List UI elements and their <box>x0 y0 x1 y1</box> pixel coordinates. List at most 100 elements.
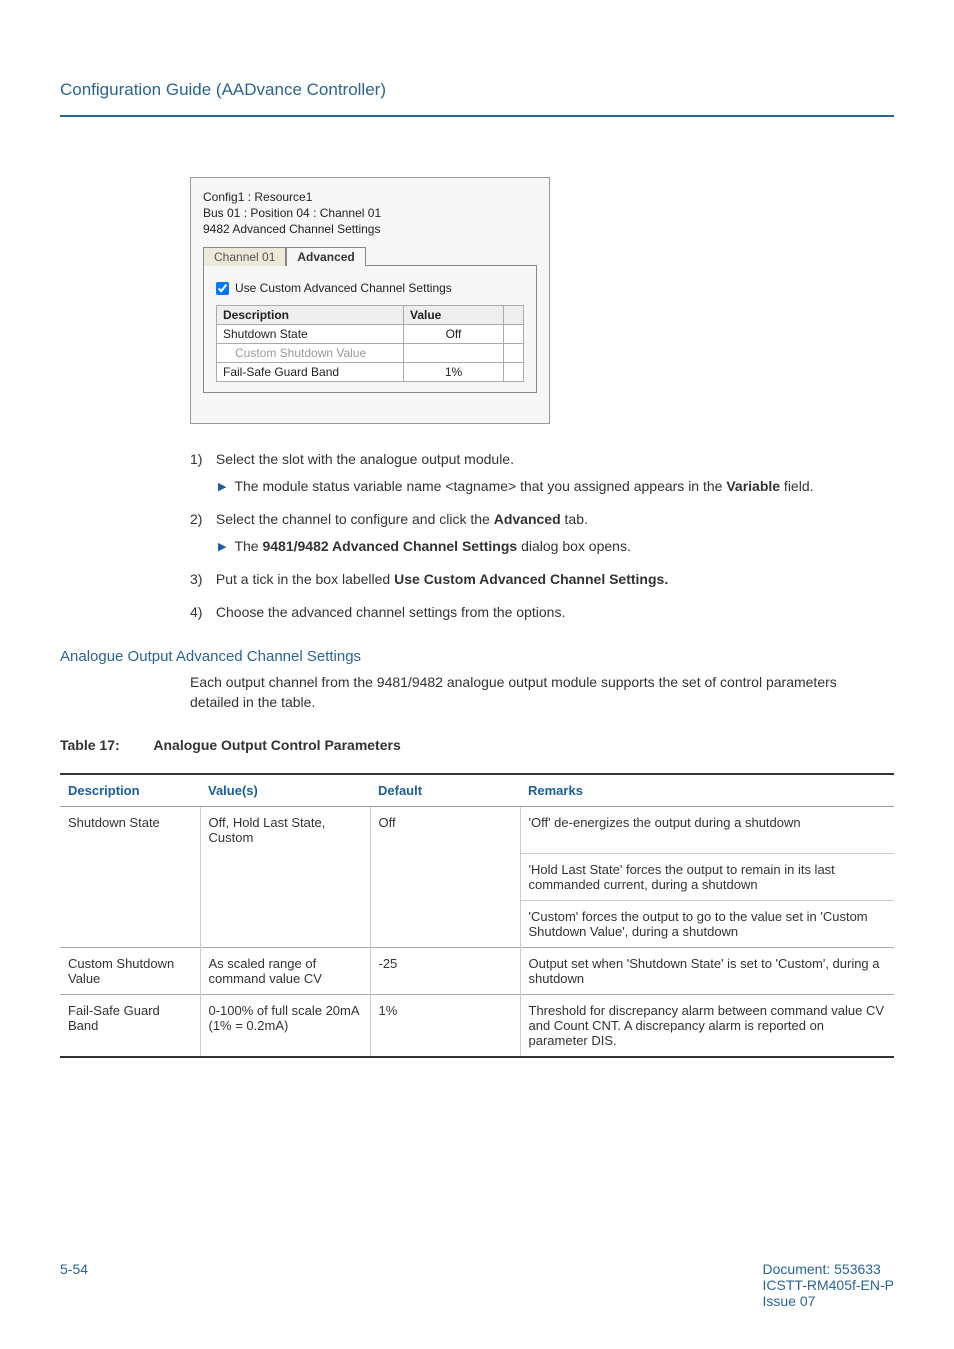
cell-empty <box>370 853 520 900</box>
bullet-arrow-icon: ▶ <box>218 539 226 556</box>
tab-advanced[interactable]: Advanced <box>286 247 365 266</box>
table-row: Fail-Safe Guard Band 0-100% of full scal… <box>60 994 894 1057</box>
cell-empty <box>370 900 520 947</box>
control-parameters-table: Description Value(s) Default Remarks Shu… <box>60 773 894 1058</box>
footer-issue: Issue 07 <box>763 1293 894 1309</box>
dialog-cell-spacer <box>504 363 524 382</box>
cell-default: 1% <box>370 994 520 1057</box>
step-2-text: Select the channel to configure and clic… <box>216 511 588 527</box>
table-caption: Table 17: Analogue Output Control Parame… <box>60 737 894 753</box>
dialog-tabstrip: Channel 01 Advanced <box>203 246 537 266</box>
dialog-cell-val <box>404 344 504 363</box>
cell-default: -25 <box>370 947 520 994</box>
cell-remarks: 'Hold Last State' forces the output to r… <box>520 853 894 900</box>
table-row: Shutdown State Off <box>217 325 524 344</box>
tab-channel-01[interactable]: Channel 01 <box>203 247 286 266</box>
step-4-text: Choose the advanced channel settings fro… <box>216 604 565 620</box>
cell-description: Custom Shutdown Value <box>60 947 200 994</box>
footer-doc-number: Document: 553633 <box>763 1261 894 1277</box>
col-default: Default <box>370 774 520 807</box>
section-heading: Analogue Output Advanced Channel Setting… <box>60 648 894 665</box>
table-row: 'Custom' forces the output to go to the … <box>60 900 894 947</box>
text-fragment: dialog box opens. <box>517 538 631 554</box>
dialog-cell-desc: Fail-Safe Guard Band <box>217 363 404 382</box>
dialog-col-description: Description <box>217 306 404 325</box>
advanced-channel-settings-dialog: Config1 : Resource1 Bus 01 : Position 04… <box>190 177 550 424</box>
dialog-cell-spacer <box>504 344 524 363</box>
text-bold: 9481/9482 Advanced Channel Settings <box>262 538 517 554</box>
table-caption-title: Analogue Output Control Parameters <box>153 737 400 753</box>
cell-empty <box>200 900 370 947</box>
cell-description: Fail-Safe Guard Band <box>60 994 200 1057</box>
dialog-cell-val: 1% <box>404 363 504 382</box>
col-remarks: Remarks <box>520 774 894 807</box>
cell-empty <box>60 853 200 900</box>
use-custom-settings-checkbox[interactable] <box>216 282 229 295</box>
step-number: 2) <box>190 509 212 530</box>
step-3-text: Put a tick in the box labelled Use Custo… <box>216 571 668 587</box>
table-row: 'Hold Last State' forces the output to r… <box>60 853 894 900</box>
col-values: Value(s) <box>200 774 370 807</box>
cell-values: 0-100% of full scale 20mA (1% = 0.2mA) <box>200 994 370 1057</box>
page-header-title: Configuration Guide (AADvance Controller… <box>60 80 894 100</box>
use-custom-settings-label: Use Custom Advanced Channel Settings <box>235 281 452 295</box>
table-row: Fail-Safe Guard Band 1% <box>217 363 524 382</box>
text-fragment: tab. <box>561 511 588 527</box>
table-row: Shutdown State Off, Hold Last State, Cus… <box>60 807 894 854</box>
dialog-breadcrumb-3: 9482 Advanced Channel Settings <box>203 222 537 236</box>
section-body: Each output channel from the 9481/9482 a… <box>190 673 864 712</box>
cell-remarks: 'Off' de-energizes the output during a s… <box>520 807 894 854</box>
cell-default: Off <box>370 807 520 854</box>
step-4: 4) Choose the advanced channel settings … <box>190 602 864 623</box>
page-footer: 5-54 Document: 553633 ICSTT-RM405f-EN-P … <box>60 1261 894 1309</box>
step-2-sub-text: The 9481/9482 Advanced Channel Settings … <box>234 536 630 557</box>
step-2-sub: ▶ The 9481/9482 Advanced Channel Setting… <box>218 536 864 557</box>
step-number: 3) <box>190 569 212 590</box>
footer-document-info: Document: 553633 ICSTT-RM405f-EN-P Issue… <box>763 1261 894 1309</box>
instruction-steps: 1) Select the slot with the analogue out… <box>190 449 864 623</box>
dialog-cell-desc: Custom Shutdown Value <box>217 344 404 363</box>
cell-empty <box>60 900 200 947</box>
text-fragment: Put a tick in the box labelled <box>216 571 394 587</box>
text-bold: Variable <box>726 478 780 494</box>
use-custom-settings-row: Use Custom Advanced Channel Settings <box>216 281 524 295</box>
dialog-col-value: Value <box>404 306 504 325</box>
step-number: 4) <box>190 602 212 623</box>
text-fragment: Select the channel to configure and clic… <box>216 511 494 527</box>
table-caption-label: Table 17: <box>60 737 150 753</box>
text-fragment: The <box>234 538 262 554</box>
text-fragment: The module status variable name <tagname… <box>234 478 726 494</box>
text-fragment: field. <box>780 478 813 494</box>
step-1-text: Select the slot with the analogue output… <box>216 451 514 467</box>
step-1: 1) Select the slot with the analogue out… <box>190 449 864 497</box>
bullet-arrow-icon: ▶ <box>218 479 226 496</box>
dialog-settings-panel: Use Custom Advanced Channel Settings Des… <box>203 266 537 393</box>
step-1-sub-text: The module status variable name <tagname… <box>234 476 813 497</box>
dialog-cell-desc: Shutdown State <box>217 325 404 344</box>
text-bold: Use Custom Advanced Channel Settings. <box>394 571 668 587</box>
footer-doc-code: ICSTT-RM405f-EN-P <box>763 1277 894 1293</box>
dialog-breadcrumb-1: Config1 : Resource1 <box>203 190 537 204</box>
cell-values: As scaled range of command value CV <box>200 947 370 994</box>
step-number: 1) <box>190 449 212 470</box>
dialog-col-spacer <box>504 306 524 325</box>
cell-remarks: Threshold for discrepancy alarm between … <box>520 994 894 1057</box>
header-rule <box>60 115 894 117</box>
cell-values: Off, Hold Last State, Custom <box>200 807 370 854</box>
table-row: Custom Shutdown Value As scaled range of… <box>60 947 894 994</box>
step-1-sub: ▶ The module status variable name <tagna… <box>218 476 864 497</box>
dialog-breadcrumb-2: Bus 01 : Position 04 : Channel 01 <box>203 206 537 220</box>
cell-description: Shutdown State <box>60 807 200 854</box>
col-description: Description <box>60 774 200 807</box>
cell-empty <box>200 853 370 900</box>
cell-remarks: 'Custom' forces the output to go to the … <box>520 900 894 947</box>
dialog-cell-val: Off <box>404 325 504 344</box>
footer-page-number: 5-54 <box>60 1261 88 1309</box>
dialog-settings-table: Description Value Shutdown State Off Cus… <box>216 305 524 382</box>
text-bold: Advanced <box>494 511 561 527</box>
step-2: 2) Select the channel to configure and c… <box>190 509 864 557</box>
step-3: 3) Put a tick in the box labelled Use Cu… <box>190 569 864 590</box>
cell-remarks: Output set when 'Shutdown State' is set … <box>520 947 894 994</box>
table-header-row: Description Value(s) Default Remarks <box>60 774 894 807</box>
table-row: Custom Shutdown Value <box>217 344 524 363</box>
